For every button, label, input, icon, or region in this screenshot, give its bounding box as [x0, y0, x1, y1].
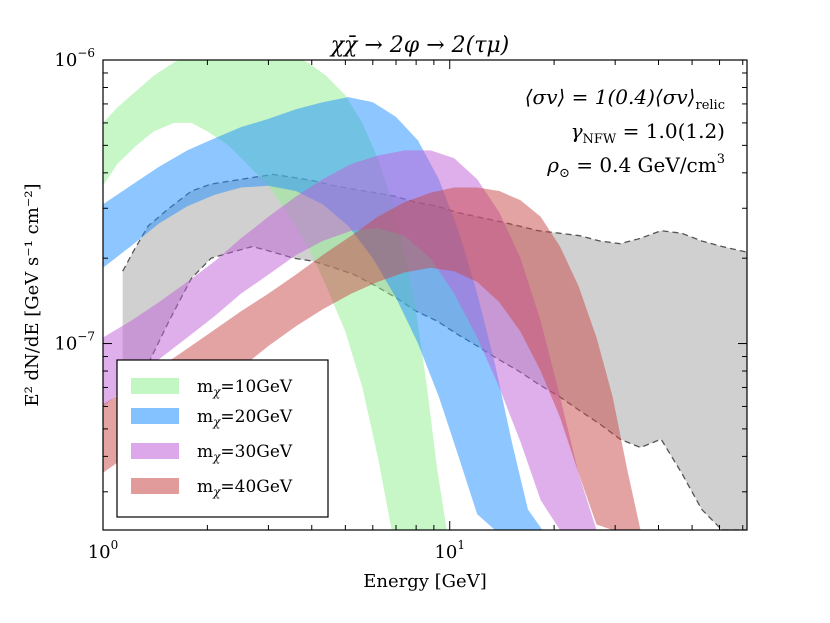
y-tick-label: 10−6: [54, 46, 95, 71]
legend-entry-10gev: mχ=10GeV: [131, 377, 293, 399]
plot-area: [103, 60, 747, 530]
legend: mχ=10GeV mχ=20GeV mχ=30GeV mχ=40GeV: [116, 359, 329, 518]
axis-ticks: 100 101 10−7 10−6: [54, 46, 747, 563]
legend-entry-20gev: mχ=20GeV: [131, 407, 293, 429]
legend-label-40gev: mχ=40GeV: [197, 477, 293, 499]
legend-swatch-40gev: [131, 478, 179, 494]
annotation-local-density: ρ⊙ = 0.4 GeV/cm3: [546, 152, 725, 181]
legend-entry-40gev: mχ=40GeV: [131, 477, 293, 499]
y-tick-label: 10−7: [54, 330, 95, 355]
annotation-gamma-nfw: γNFW = 1.0(1.2): [571, 119, 725, 147]
axes-frame: [102, 59, 748, 531]
legend-swatch-30gev: [131, 443, 179, 459]
chart-title: χχ̄ → 2φ → 2(τμ): [329, 33, 510, 58]
band-40gev: [103, 187, 641, 530]
legend-label-30gev: mχ=30GeV: [197, 442, 293, 464]
legend-label-20gev: mχ=20GeV: [197, 407, 293, 429]
legend-entry-30gev: mχ=30GeV: [131, 442, 293, 464]
legend-swatch-20gev: [131, 408, 179, 424]
data-band-fill: [122, 174, 747, 530]
annotation-cross-section: ⟨σv⟩ = 1(0.4)⟨σv⟩relic: [525, 85, 725, 113]
y-axis-label: E² dN/dE [GeV s⁻¹ cm⁻²]: [22, 183, 43, 406]
x-tick-label: 100: [88, 538, 119, 563]
annotation-block: ⟨σv⟩ = 1(0.4)⟨σv⟩relic γNFW = 1.0(1.2) ρ…: [525, 85, 725, 181]
x-axis-label: Energy [GeV]: [363, 571, 486, 592]
legend-label-10gev: mχ=10GeV: [197, 377, 293, 399]
x-tick-label: 101: [434, 538, 465, 563]
legend-swatch-10gev: [131, 378, 179, 394]
